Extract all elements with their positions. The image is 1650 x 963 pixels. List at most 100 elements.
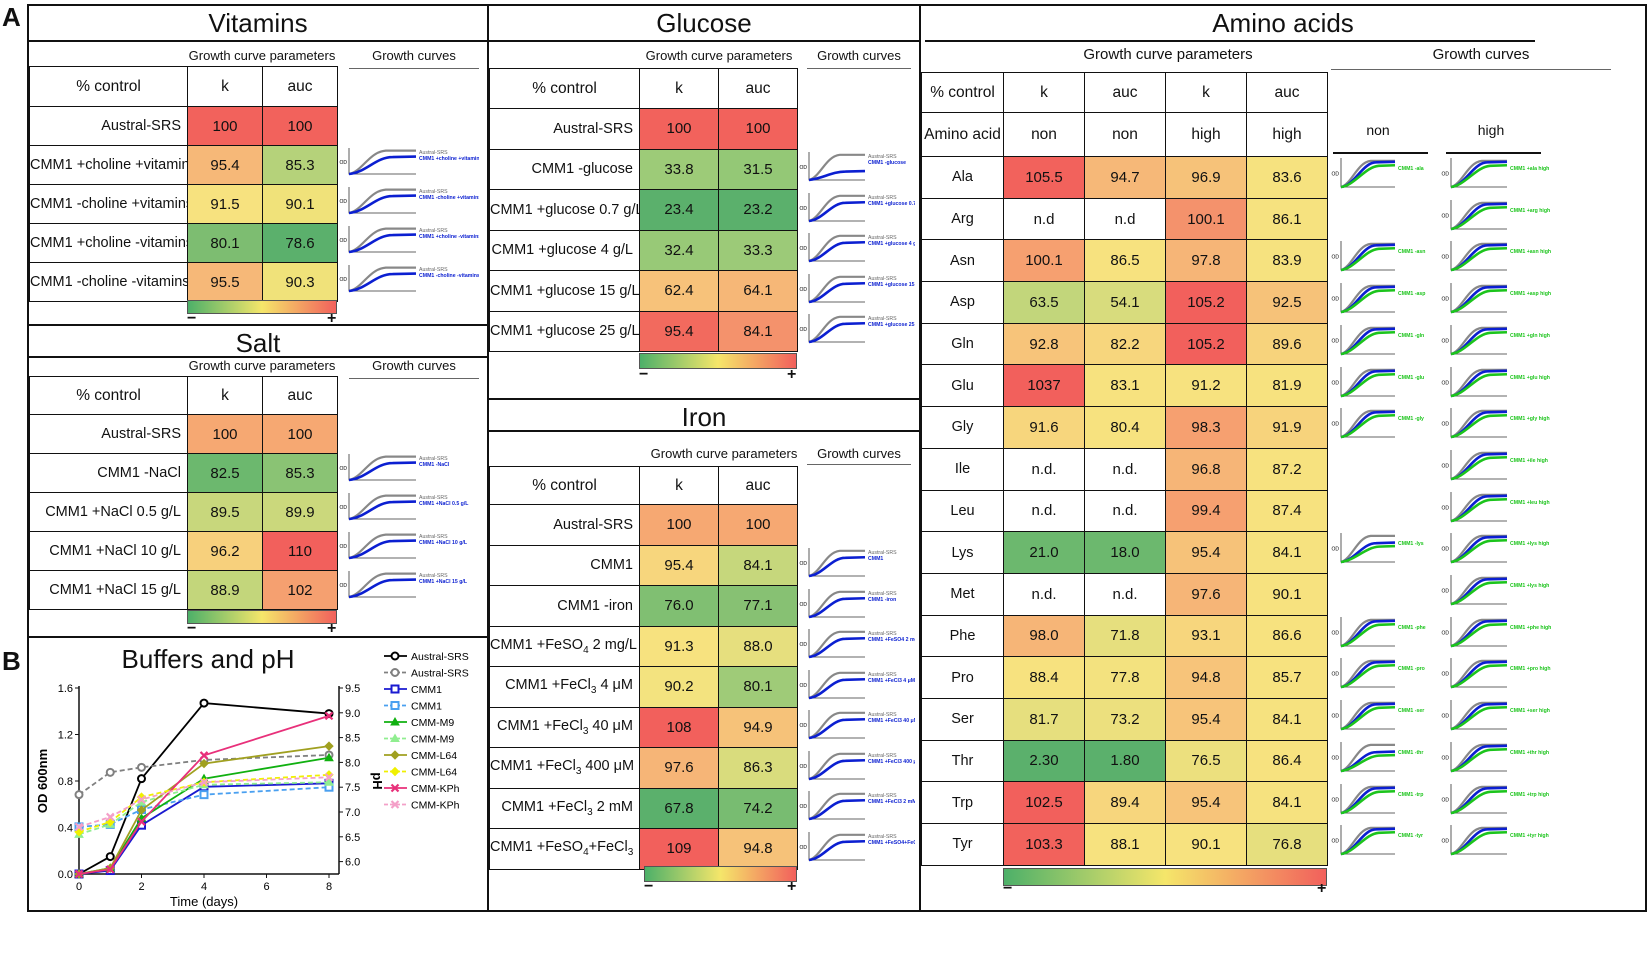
data-point <box>105 852 115 862</box>
table-row: Pro 88.4 77.8 94.8 85.7 <box>921 656 1328 699</box>
table-row: Arg n.d n.d 100.1 86.1 <box>921 197 1328 241</box>
table-row: Lys 21.0 18.0 95.4 84.1 <box>921 531 1328 574</box>
col-header-amino-acid: Amino acid <box>921 112 1004 157</box>
cell-auc: 94.9 <box>718 706 798 748</box>
data-point <box>199 751 209 760</box>
legend-sample: CMM1 +lys high <box>1510 583 1549 589</box>
cell-an: 82.2 <box>1084 322 1166 366</box>
sample-curve <box>808 717 866 740</box>
mini-growth-curve: OD Austral-SRS CMM1 <box>799 546 915 584</box>
amino-acid-label: Ser <box>921 697 1004 741</box>
data-point <box>105 865 115 874</box>
data-point <box>199 777 209 787</box>
table-row: CMM1 95.4 84.1 <box>489 544 798 586</box>
legend-reference: Austral-SRS <box>868 793 897 799</box>
label-subscript: 4 <box>583 644 589 656</box>
row-label: CMM1 +FeCl3 2 mM <box>489 787 640 829</box>
table-row: CMM1 -choline +vitamins 91.5 90.1 <box>29 184 338 224</box>
row-label: Austral-SRS <box>489 504 640 546</box>
data-point <box>74 869 84 879</box>
cell-k: 91.5 <box>187 184 263 224</box>
legend-sample: CMM1 -iron <box>868 597 896 603</box>
mini-od-label: OD <box>340 238 348 244</box>
legend-reference: Austral-SRS <box>419 495 448 501</box>
y-tick-label: 0.0 <box>58 869 73 881</box>
cell-ah: 87.4 <box>1246 489 1328 533</box>
mini-od-label: OD <box>1332 755 1340 761</box>
mini-od-label: OD <box>800 246 808 252</box>
col-header-auc: auc <box>718 68 798 109</box>
amino-acid-label: Ala <box>921 156 1004 199</box>
sample-curve <box>348 461 417 482</box>
gc-label: Growth curves <box>1432 46 1530 63</box>
legend-sample: CMM1 +trp high <box>1510 792 1549 798</box>
sample-curve-green <box>1340 247 1396 272</box>
color-scale <box>639 353 797 369</box>
row-label: CMM1 +FeCl3 40 μM <box>489 706 640 748</box>
mini-growth-curve: OD CMM1 +pro high <box>1441 656 1557 695</box>
amino-acid-label: Gly <box>921 406 1004 449</box>
cell-k: 95.5 <box>187 262 263 302</box>
sample-curve <box>348 194 417 215</box>
mini-od-label: OD <box>1332 839 1340 845</box>
sample-curve-green <box>1450 455 1508 481</box>
cell-auc: 90.1 <box>262 184 338 224</box>
legend-sample: CMM1 +gly high <box>1510 416 1550 422</box>
table-row: CMM1 +glucose 0.7 g/L 23.4 23.2 <box>489 189 798 231</box>
table-row: Gln 92.8 82.2 105.2 89.6 <box>921 322 1328 366</box>
legend-reference: Austral-SRS <box>868 276 897 282</box>
col-header-auc: auc <box>718 466 798 505</box>
gc-label: Growth curves <box>817 446 901 461</box>
cell-auc: 84.1 <box>718 544 798 586</box>
legend-sample: CMM1 -asp <box>1398 291 1425 297</box>
curves-non-label: non <box>1366 122 1390 138</box>
scale-minus: − <box>187 620 197 637</box>
cell-auc: 90.3 <box>262 262 338 302</box>
data-point <box>136 805 147 815</box>
amino-acid-label: Asn <box>921 239 1004 283</box>
buffers-panel: Buffers and pH 0.0 0.4 0.8 1.2 1.6 6.0 6.5 7.0 7… <box>27 636 489 912</box>
iron-panel: Iron Growth curve parameters Growth curv… <box>487 398 921 912</box>
col-header-auc: auc <box>1084 72 1166 113</box>
mini-growth-curve: OD CMM1 -gln <box>1331 323 1443 362</box>
legend-reference: Austral-SRS <box>419 267 448 273</box>
col-header-pct: % control <box>921 72 1004 113</box>
mini-od-label: OD <box>1442 255 1450 261</box>
data-point <box>137 795 146 804</box>
sample-curve-green <box>1450 539 1508 564</box>
cell-an: 71.8 <box>1084 614 1166 658</box>
col-header-pct: % control <box>29 376 188 415</box>
legend-sample: CMM1 +glucose 15 g/L <box>868 282 915 288</box>
amino-acid-label: Ile <box>921 447 1004 491</box>
row-label: CMM1 -NaCl <box>29 453 188 493</box>
y-tick-label: 1.6 <box>58 683 73 695</box>
table-row: Leu n.d. n.d. 99.4 87.4 <box>921 489 1328 533</box>
cell-auc: 100 <box>262 106 338 146</box>
row-label: CMM1 +choline -vitamins <box>29 223 188 263</box>
label-subscript: 4 <box>583 847 589 859</box>
cell-an: 83.1 <box>1084 364 1166 408</box>
legend-sample: CMM1 +NaCl 0.5 g/L <box>419 501 469 507</box>
mini-od-label: OD <box>1442 213 1450 219</box>
cell-auc: 110 <box>262 531 338 571</box>
color-scale <box>644 866 797 882</box>
legend-sample: CMM1 +ala high <box>1510 166 1549 172</box>
mini-growth-curve: OD Austral-SRS CMM1 +FeCl3 40 μM <box>799 708 915 746</box>
mini-growth-curve: OD CMM1 +ala high <box>1441 156 1557 195</box>
cell-ah: 91.9 <box>1246 406 1328 449</box>
cell-kh: 99.4 <box>1165 489 1247 533</box>
legend-sample: CMM1 +choline +vitamins <box>419 156 479 162</box>
mini-growth-curve: OD Austral-SRS CMM1 +choline +vitamins <box>339 146 479 182</box>
cell-k: 23.4 <box>639 189 719 231</box>
col-header-pct: % control <box>489 68 640 109</box>
sample-curve <box>808 169 866 182</box>
mini-growth-curve: OD CMM1 -ser <box>1331 698 1443 737</box>
series-line <box>78 754 330 796</box>
legend-sample: CMM1 -tyr <box>1398 833 1423 839</box>
amino-acid-label: Trp <box>921 781 1004 824</box>
y2-tick-label: 9.0 <box>345 708 360 720</box>
legend-sample: CMM1 +FeCl3 40 μM <box>868 718 915 724</box>
mini-od-label: OD <box>1332 172 1340 178</box>
row-label: CMM1 +NaCl 0.5 g/L <box>29 492 188 532</box>
